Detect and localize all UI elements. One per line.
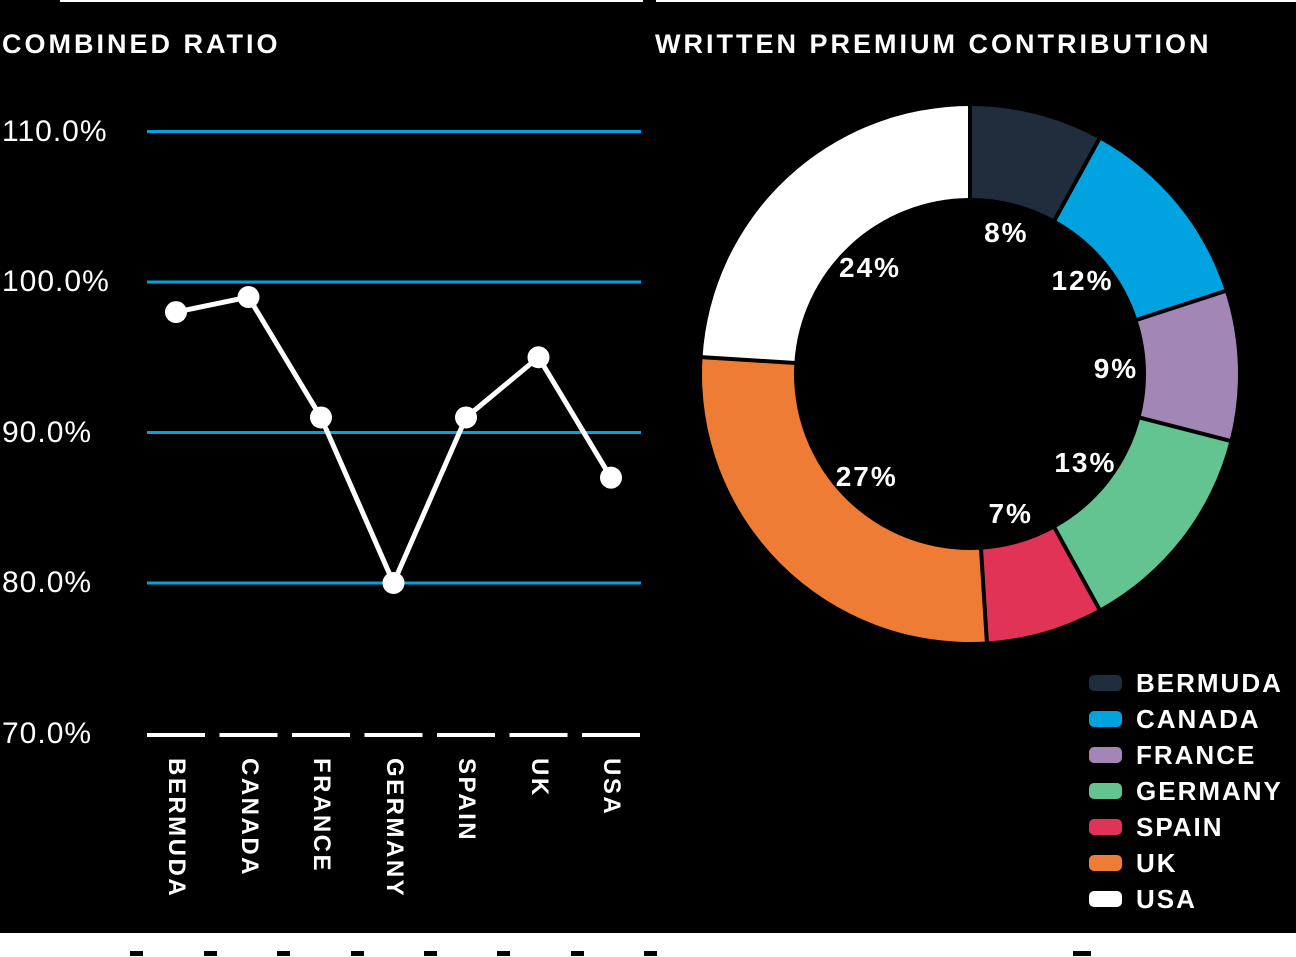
legend-item-bermuda: BERMUDA (1089, 670, 1283, 696)
legend-swatch-canada (1089, 711, 1122, 727)
x-label-germany: GERMANY (380, 758, 408, 899)
legend-item-germany: GERMANY (1089, 778, 1283, 804)
top-edge-artifact-left (60, 0, 643, 2)
legend-label-canada: CANADA (1136, 704, 1261, 734)
donut-slice-bermuda (970, 106, 1100, 220)
donut-slice-germany (1054, 417, 1230, 609)
legend-swatch-bermuda (1089, 675, 1122, 691)
x-label-bermuda: BERMUDA (163, 758, 190, 899)
bottom-edge-mark (350, 951, 364, 956)
data-point-usa (600, 466, 622, 489)
donut-label-usa: 24% (839, 251, 902, 283)
donut-label-spain: 7% (988, 498, 1033, 530)
bottom-edge-mark (423, 951, 437, 956)
donut-slice-uk (701, 357, 987, 643)
legend-label-france: FRANCE (1136, 740, 1257, 770)
y-tick-70: 70.0% (2, 716, 93, 750)
legend-label-bermuda: BERMUDA (1136, 668, 1283, 698)
combined-ratio-line (175, 294, 614, 586)
donut-slice-spain (981, 528, 1100, 642)
data-point-uk (527, 346, 550, 369)
x-label-spain: SPAIN (453, 758, 480, 843)
x-label-usa: USA (598, 758, 625, 817)
data-point-bermuda (165, 301, 187, 324)
legend-swatch-germany (1089, 783, 1122, 799)
y-tick-110: 110.0% (2, 114, 108, 148)
y-tick-100: 100.0% (2, 265, 110, 298)
bottom-edge-mark (129, 951, 143, 956)
legend-swatch-uk (1089, 855, 1122, 871)
x-label-canada: CANADA (235, 758, 263, 877)
y-tick-90: 90.0% (2, 415, 93, 449)
donut-label-uk: 27% (835, 461, 898, 493)
legend-swatch-usa (1089, 891, 1122, 907)
donut-slice-gap (1132, 287, 1231, 324)
bottom-edge-mark (570, 951, 584, 956)
donut-slice-gap (1135, 414, 1235, 444)
data-point-germany (382, 572, 405, 594)
bottom-edge-mark (496, 951, 510, 956)
x-label-france: FRANCE (308, 758, 335, 873)
legend-swatch-spain (1089, 819, 1122, 835)
donut-label-canada: 12% (1051, 264, 1114, 296)
legend-item-canada: CANADA (1089, 706, 1283, 732)
donut-label-france: 9% (1093, 353, 1139, 385)
legend-item-spain: SPAIN (1089, 814, 1283, 840)
written-premium-title: WRITTEN PREMIUM CONTRIBUTION (655, 29, 1212, 59)
top-edge-artifact-right (656, 0, 1296, 2)
legend-label-usa: USA (1136, 884, 1197, 914)
donut-legend: BERMUDA CANADA FRANCE GERMANY SPAIN UK USA (1089, 670, 1283, 922)
legend-item-france: FRANCE (1089, 742, 1283, 768)
bottom-edge-mark (203, 951, 217, 956)
legend-swatch-france (1089, 747, 1122, 763)
donut-label-bermuda: 8% (984, 216, 1029, 248)
legend-label-spain: SPAIN (1136, 812, 1224, 842)
combined-ratio-title: COMBINED RATIO (2, 29, 281, 59)
donut-slice-gap (978, 544, 990, 647)
bottom-edge-band (0, 933, 1296, 957)
bottom-edge-mark (1073, 951, 1091, 956)
donut-slice-gap (1050, 133, 1104, 226)
donut-slice-gap (1050, 522, 1104, 615)
y-tick-80: 80.0% (2, 566, 93, 599)
data-point-spain (455, 406, 477, 429)
legend-label-uk: UK (1136, 848, 1178, 878)
data-point-canada (237, 286, 260, 309)
bottom-edge-mark (643, 951, 657, 956)
donut-slice-usa (702, 106, 970, 363)
data-point-france (310, 406, 332, 429)
bottom-edge-mark (276, 951, 290, 956)
donut-slice-gap (697, 354, 800, 366)
legend-item-uk: UK (1089, 850, 1283, 876)
legend-label-germany: GERMANY (1136, 776, 1283, 806)
donut-label-germany: 13% (1054, 447, 1117, 479)
x-label-uk: UK (525, 758, 553, 798)
legend-item-usa: USA (1089, 886, 1283, 912)
